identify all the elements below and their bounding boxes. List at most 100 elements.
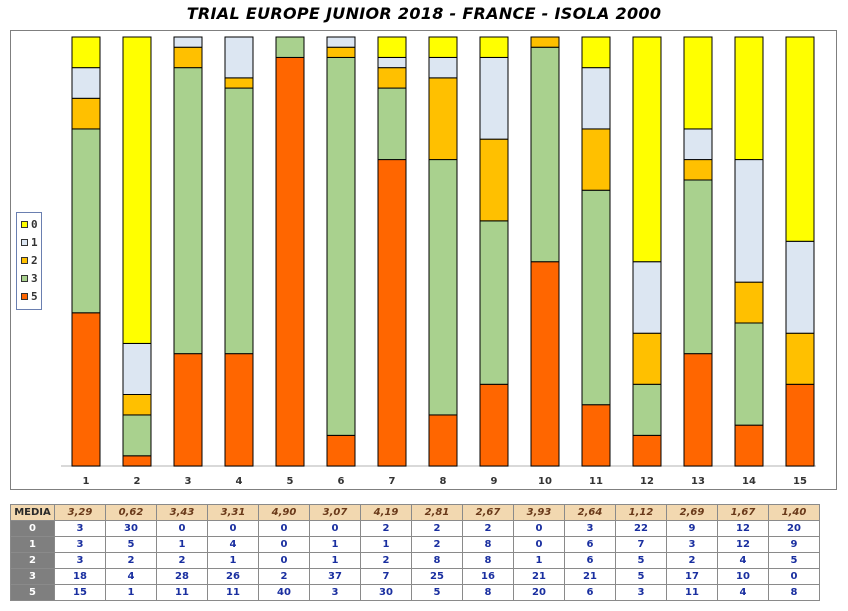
- count-cell: 0: [768, 568, 820, 585]
- count-cell: 21: [513, 568, 565, 585]
- media-header: MEDIA: [10, 504, 55, 521]
- count-cell: 12: [717, 520, 769, 537]
- bar-segment-7-score-1: [377, 56, 407, 69]
- legend-label: 0: [31, 217, 38, 231]
- count-cell: 3: [54, 552, 106, 569]
- bar-segment-8-score-0: [428, 36, 458, 58]
- count-cell: 20: [768, 520, 820, 537]
- bar-segment-12-score-2: [632, 332, 662, 385]
- count-cell: 7: [360, 568, 412, 585]
- media-cell: 4,90: [258, 504, 310, 521]
- bar-segment-13-score-1: [683, 128, 713, 161]
- bar-segment-4-score-1: [224, 36, 254, 79]
- count-cell: 8: [411, 552, 463, 569]
- row-header: 2: [10, 552, 55, 569]
- count-cell: 2: [360, 552, 412, 569]
- count-cell: 30: [105, 520, 157, 537]
- count-cell: 15: [54, 584, 106, 601]
- count-cell: 2: [462, 520, 514, 537]
- x-tick-label: 10: [538, 476, 552, 487]
- media-cell: 0,62: [105, 504, 157, 521]
- bar-segment-9-score-0: [479, 36, 509, 58]
- count-row-3: 3 18 4 28 26 2 37 7 25 16 21 21 5 17 10 0: [10, 568, 820, 585]
- legend-item-3: 3: [21, 271, 38, 285]
- count-cell: 11: [156, 584, 208, 601]
- bar-segment-14-score-0: [734, 36, 764, 161]
- count-cell: 21: [564, 568, 616, 585]
- plot-frame: 1 2 3 4 5 6 7 8 9 10 11 12 13 14 15: [10, 30, 837, 490]
- count-cell: 2: [411, 536, 463, 553]
- count-cell: 0: [258, 552, 310, 569]
- bar-segment-3-score-2: [173, 46, 203, 69]
- bar-segment-9-score-1: [479, 56, 509, 140]
- count-cell: 3: [615, 584, 667, 601]
- count-cell: 1: [105, 584, 157, 601]
- count-cell: 1: [360, 536, 412, 553]
- media-cell: 2,64: [564, 504, 616, 521]
- media-cell: 2,69: [666, 504, 718, 521]
- bar-segment-12-score-0: [632, 36, 662, 263]
- count-cell: 0: [513, 536, 565, 553]
- bar-segment-2-score-5: [122, 455, 152, 467]
- x-tick-label: 5: [287, 476, 294, 487]
- x-tick-label: 1: [83, 476, 90, 487]
- bar-segment-6-score-1: [326, 36, 356, 48]
- count-cell: 9: [666, 520, 718, 537]
- stats-table: MEDIA 3,29 0,62 3,43 3,31 4,90 3,07 4,19 2,81 2,6…: [10, 504, 820, 601]
- bar-segment-3-score-5: [173, 353, 203, 467]
- legend-item-1: 1: [21, 236, 38, 249]
- bar-segment-11-score-5: [581, 404, 611, 467]
- count-cell: 2: [666, 552, 718, 569]
- chart-title: TRIAL EUROPE JUNIOR 2018 - FRANCE - ISOL…: [186, 4, 662, 23]
- count-cell: 37: [309, 568, 361, 585]
- count-cell: 5: [768, 552, 820, 569]
- count-cell: 1: [309, 536, 361, 553]
- bar-segment-11-score-0: [581, 36, 611, 69]
- count-cell: 25: [411, 568, 463, 585]
- bar-segment-14-score-3: [734, 322, 764, 426]
- bar-segment-8-score-2: [428, 77, 458, 161]
- count-cell: 0: [156, 520, 208, 537]
- bar-segment-1-score-3: [71, 128, 101, 314]
- bar-segment-2-score-2: [122, 394, 152, 416]
- count-cell: 3: [54, 520, 106, 537]
- count-cell: 1: [309, 552, 361, 569]
- count-cell: 8: [462, 584, 514, 601]
- bar-segment-13-score-5: [683, 353, 713, 467]
- count-cell: 12: [717, 536, 769, 553]
- bar-segment-13-score-2: [683, 159, 713, 181]
- count-row-5: 5 15 1 11 11 40 3 30 5 8 20 6 3 11 4 8: [10, 584, 820, 601]
- count-cell: 1: [513, 552, 565, 569]
- bar-segment-14-score-5: [734, 424, 764, 467]
- media-cell: 2,67: [462, 504, 514, 521]
- legend-swatch: [21, 274, 28, 282]
- count-cell: 18: [54, 568, 106, 585]
- x-tick-label: 13: [691, 476, 705, 487]
- bar-segment-14-score-2: [734, 281, 764, 324]
- x-tick-label: 11: [589, 476, 603, 487]
- bar-segment-7-score-5: [377, 159, 407, 467]
- row-header: 0: [10, 520, 55, 537]
- bar-segment-11-score-2: [581, 128, 611, 191]
- count-cell: 2: [156, 552, 208, 569]
- bar-segment-12-score-1: [632, 261, 662, 334]
- x-tick-label: 12: [640, 476, 654, 487]
- legend: 0 1 2 3 5: [16, 212, 42, 310]
- media-cell: 3,93: [513, 504, 565, 521]
- count-cell: 8: [462, 552, 514, 569]
- x-tick-label: 3: [185, 476, 192, 487]
- x-tick-label: 6: [338, 476, 345, 487]
- bar-segment-1-score-5: [71, 312, 101, 467]
- count-cell: 2: [360, 520, 412, 537]
- count-cell: 4: [207, 536, 259, 553]
- count-cell: 2: [258, 568, 310, 585]
- legend-label: 3: [31, 271, 38, 285]
- bar-segment-11-score-3: [581, 189, 611, 406]
- count-cell: 3: [564, 520, 616, 537]
- bar-segment-10-score-3: [530, 46, 560, 263]
- media-cell: 1,67: [717, 504, 769, 521]
- legend-item-0: 0: [21, 217, 38, 231]
- bar-segment-6-score-3: [326, 56, 356, 436]
- count-cell: 3: [666, 536, 718, 553]
